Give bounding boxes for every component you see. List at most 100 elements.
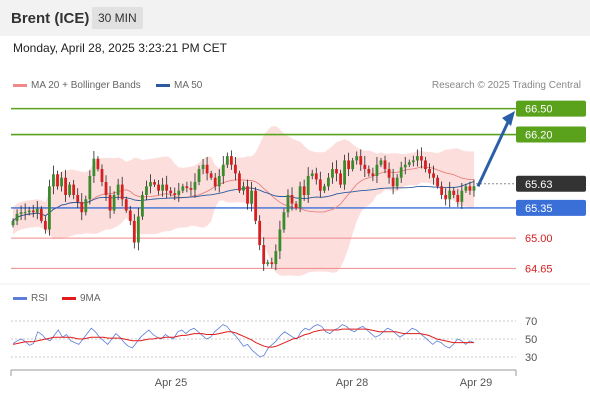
candle-body [411,160,415,163]
candle-body [254,190,258,221]
candle-body [39,208,43,221]
candle-body [383,160,387,170]
candle-body [116,184,120,195]
candle-body [371,173,375,176]
candle-body [84,199,88,213]
candle-body [201,164,205,170]
header-bar: Brent (ICE) 30 MIN [0,0,590,36]
rsi-line [12,324,475,358]
candle-body [145,186,148,195]
candle-body [92,158,96,176]
candle-body [302,186,306,195]
candle-body [258,220,262,246]
rsi-tick-label-30: 30 [525,352,537,364]
candle-body [318,179,322,191]
candle-body [262,245,266,265]
candle-body [181,186,185,191]
candle-body [132,220,136,243]
candle-body [96,158,100,170]
candle-body [197,169,201,183]
candle-body [35,208,39,213]
candle-body [363,164,367,170]
candle-body [108,194,112,211]
candle-body [31,210,35,213]
candle-body [173,193,177,195]
candle-body [359,156,363,165]
level-label-64.65: 64.65 [525,263,553,275]
candle-body [379,160,383,165]
candle-body [327,177,330,187]
candle-body [432,173,435,178]
candle-body [436,177,439,187]
candle-body [314,173,318,180]
candle-body [415,156,419,161]
candle-body [193,182,197,190]
candle-body [367,169,371,174]
legend-9ma: 9MA [62,293,101,304]
candle-body [221,164,225,176]
level-badge-65.63 [516,175,586,192]
candle-body [351,160,355,170]
candle-body [286,194,290,213]
candle-body [120,184,124,200]
candle-body [395,177,399,187]
candle-body [64,177,67,195]
ma9-swatch [62,296,76,300]
candle-body [11,220,15,226]
candle-body [234,164,237,174]
candle-body [229,156,233,165]
level-label-66.20: 66.20 [525,130,553,142]
candle-body [452,190,456,195]
candle-body [23,212,27,214]
datetime-label: Monday, April 28, 2025 3:23:21 PM CET [13,41,227,55]
candle-body [468,186,472,191]
bollinger-band [13,126,474,276]
candle-body [420,156,423,161]
candle-body [310,173,314,176]
candle-body [246,186,249,204]
candle-body [391,177,395,187]
level-badge-66.50 [516,100,586,117]
candle-body [189,188,193,190]
candle-body [238,173,241,191]
candle-body [403,164,407,168]
candle-body [52,174,55,187]
candle-body [80,201,84,213]
candle-body [428,169,431,174]
candle-body [136,216,140,243]
candle-body [217,175,221,187]
candle-body [250,190,253,204]
candle-body [19,212,23,214]
x-tick-label-1: Apr 28 [336,377,368,389]
candle-body [128,210,132,221]
legend-rsi: RSI [13,293,48,304]
candle-body [343,160,346,185]
level-label-65.63: 65.63 [525,179,553,191]
candle-body [347,160,351,170]
candle-body [290,194,294,204]
candle-body [112,194,116,211]
legend-9ma-label: 9MA [80,293,101,304]
ma20-swatch [13,83,27,87]
candle-body [456,194,460,202]
candle-body [60,177,63,187]
candle-body [56,174,59,187]
level-label-65.35: 65.35 [525,203,553,215]
instrument-title: Brent (ICE) [11,10,90,27]
candle-body [149,182,152,187]
candle-body [448,190,452,200]
legend-rsi-label: RSI [31,293,48,304]
legend-ma50-label: MA 50 [174,80,203,91]
candle-body [157,184,160,191]
candle-body [270,262,274,265]
credit-text: Research © 2025 Trading Central [431,80,581,91]
candle-body [213,177,217,187]
candle-body [153,182,156,185]
rsi-tick-label-50: 50 [525,334,537,346]
candle-body [274,251,278,265]
candle-body [43,220,47,230]
timeframe-button[interactable]: 30 MIN [92,7,143,29]
level-badge-65.35 [516,199,586,216]
candle-body [472,186,476,191]
